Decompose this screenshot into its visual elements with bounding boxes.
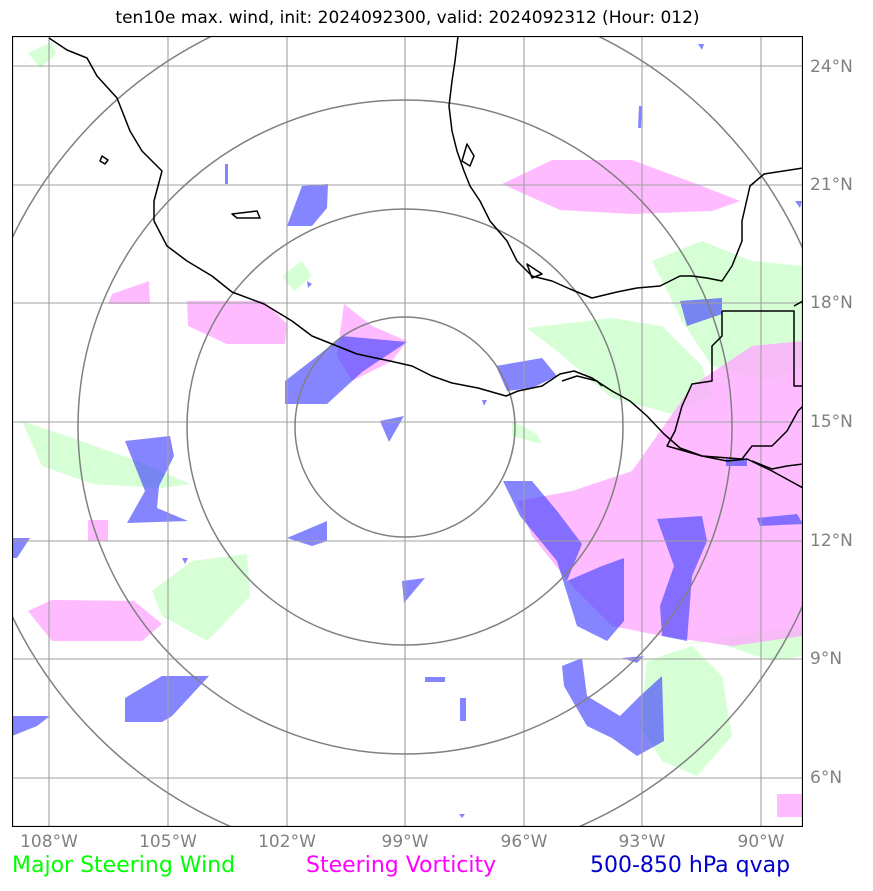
lon-label-108w: 108°W — [20, 832, 78, 852]
range-rings — [12, 36, 803, 827]
lon-label-90w: 90°W — [737, 832, 785, 852]
legend-steering-wind: Major Steering Wind — [12, 853, 236, 878]
lat-label-6n: 6°N — [810, 768, 843, 788]
lat-label-21n: 21°N — [810, 175, 853, 195]
coastlines — [48, 36, 803, 489]
lat-label-9n: 9°N — [810, 649, 843, 669]
legend-steering-vorticity: Steering Vorticity — [306, 853, 497, 878]
map-title: ten10e max. wind, init: 2024092300, vali… — [115, 8, 700, 28]
map-canvas — [12, 36, 803, 827]
legend-qvap: 500-850 hPa qvap — [590, 853, 791, 878]
lon-label-93w: 93°W — [618, 832, 666, 852]
lon-label-99w: 99°W — [381, 832, 429, 852]
lat-label-12n: 12°N — [810, 531, 853, 551]
lat-label-18n: 18°N — [810, 293, 853, 313]
map-frame — [12, 36, 803, 827]
lon-label-96w: 96°W — [500, 832, 548, 852]
lat-label-24n: 24°N — [810, 57, 853, 77]
graticule — [12, 36, 803, 827]
lat-label-15n: 15°N — [810, 412, 853, 432]
lon-label-105w: 105°W — [139, 832, 197, 852]
lon-label-102w: 102°W — [258, 832, 316, 852]
